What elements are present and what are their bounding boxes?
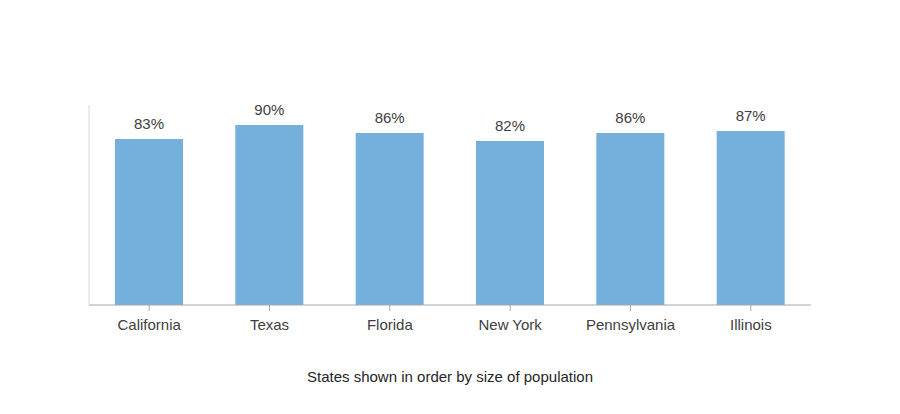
- svg-text:Pennsylvania: Pennsylvania: [586, 316, 676, 333]
- svg-text:Texas: Texas: [250, 316, 289, 333]
- svg-text:86%: 86%: [615, 109, 645, 126]
- svg-text:82%: 82%: [495, 117, 525, 134]
- svg-text:87%: 87%: [736, 107, 766, 124]
- svg-text:California: California: [117, 316, 181, 333]
- svg-text:Illinois: Illinois: [730, 316, 772, 333]
- svg-text:New York: New York: [478, 316, 542, 333]
- svg-text:90%: 90%: [254, 101, 284, 118]
- svg-text:States shown in order by size: States shown in order by size of populat…: [307, 368, 593, 385]
- svg-text:86%: 86%: [375, 109, 405, 126]
- svg-text:Florida: Florida: [367, 316, 414, 333]
- svg-text:83%: 83%: [134, 115, 164, 132]
